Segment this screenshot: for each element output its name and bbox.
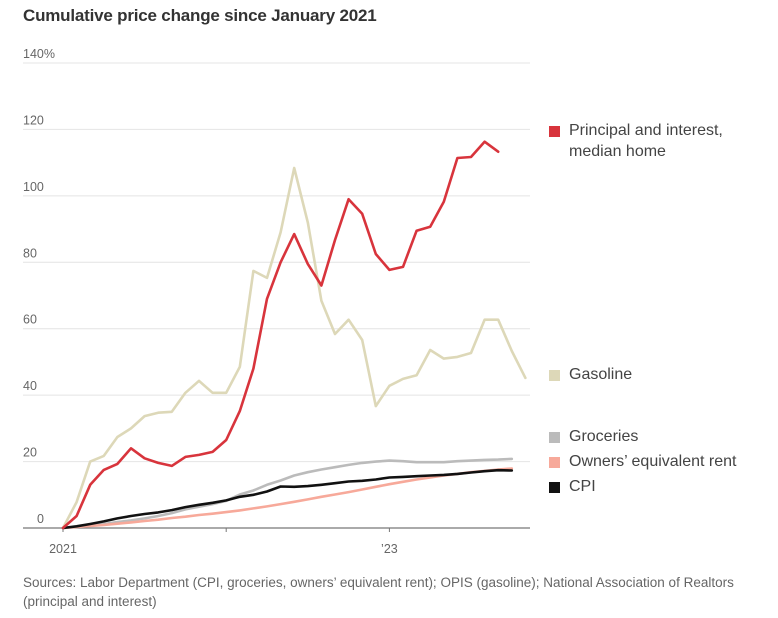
source-note: Sources: Labor Department (CPI, grocerie…: [23, 575, 734, 609]
y-tick-label: 140%: [23, 47, 55, 61]
legend-swatch: [549, 432, 560, 443]
gridlines: [23, 62, 530, 463]
legend-item-principal-interest: Principal and interest, median home: [549, 120, 769, 162]
series-line-groceries: [61, 457, 514, 530]
legend-swatch: [549, 126, 560, 137]
y-tick-label: 60: [23, 313, 37, 327]
legend-swatch: [549, 370, 560, 381]
legend-item-cpi: CPI: [549, 476, 769, 497]
y-tick-label: 20: [23, 446, 37, 460]
y-tick-label: 0: [37, 512, 44, 526]
legend-item-gasoline: Gasoline: [549, 364, 769, 385]
y-tick-label: 40: [23, 379, 37, 393]
series-lines: [61, 140, 527, 530]
x-axis: 2021 ’23: [23, 527, 530, 556]
x-tick-label: 2021: [49, 542, 77, 556]
legend-item-owners-equivalent-rent: Owners’ equivalent rent: [549, 451, 769, 472]
legend-label: Gasoline: [569, 366, 633, 383]
line-chart: 0 20 40 60 80 100 120 140% 2021 ’23: [23, 47, 530, 556]
y-tick-label: 100: [23, 180, 44, 194]
legend-label: Owners’ equivalent rent: [569, 453, 737, 470]
legend-swatch: [549, 482, 560, 493]
legend-label: Principal and interest, median home: [569, 122, 723, 160]
legend-label: Groceries: [569, 428, 639, 445]
series-line-principal-and-interest-median-home: [61, 140, 500, 530]
y-tick-label: 120: [23, 113, 44, 127]
legend-swatch: [549, 457, 560, 468]
y-axis-labels: 0 20 40 60 80 100 120 140%: [23, 47, 55, 526]
series-line-cpi: [61, 468, 514, 530]
y-tick-label: 80: [23, 246, 37, 260]
chart-title: Cumulative price change since January 20…: [23, 6, 377, 25]
series-line-gasoline: [61, 166, 527, 530]
legend-label: CPI: [569, 478, 596, 495]
x-tick-label: ’23: [381, 542, 398, 556]
legend-item-groceries: Groceries: [549, 426, 769, 447]
